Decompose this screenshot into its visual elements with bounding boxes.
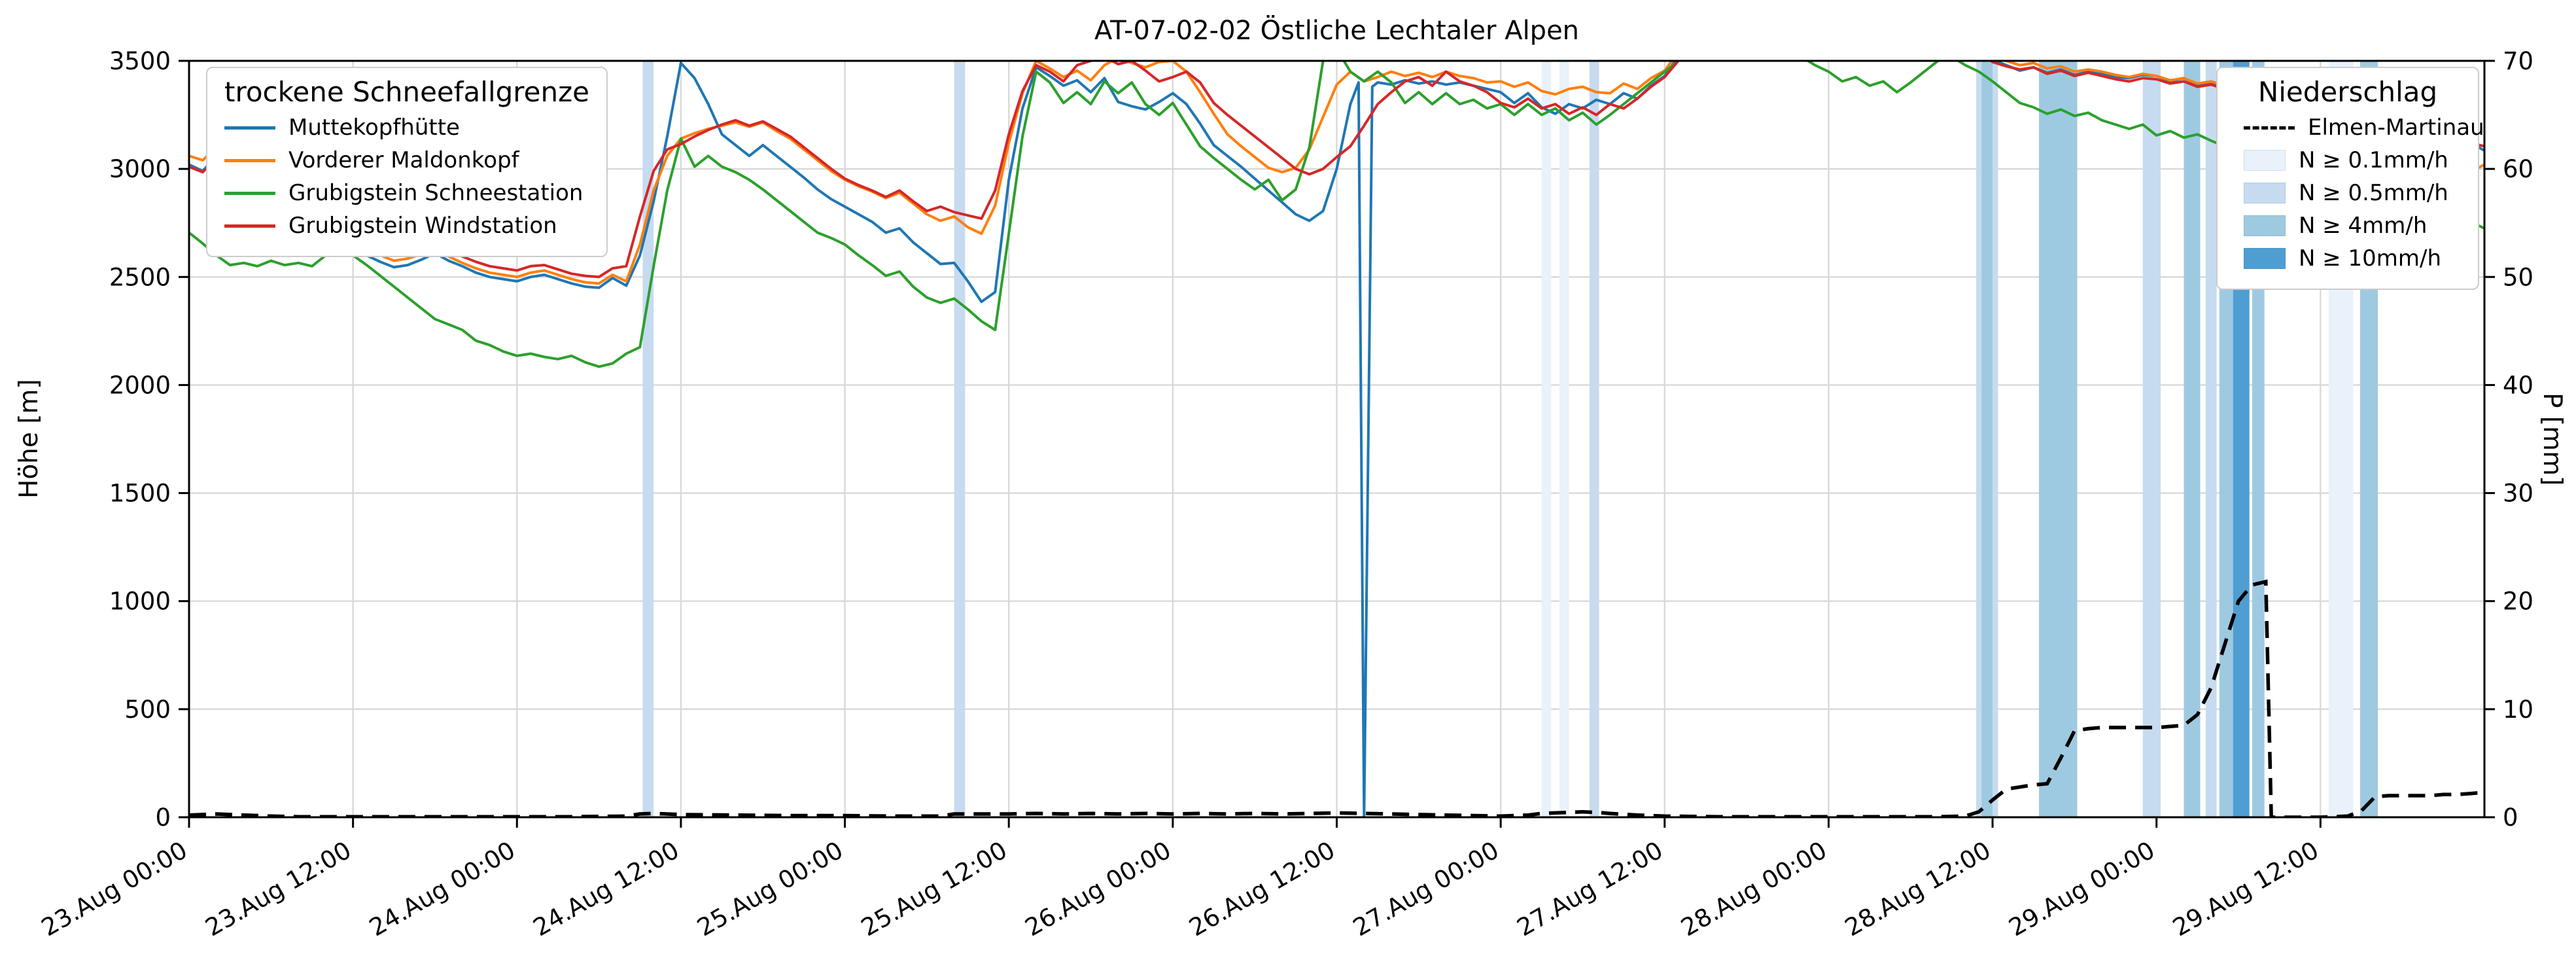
precip-band-level-1 (1559, 61, 1569, 817)
y-left-tick-label: 2000 (109, 371, 171, 399)
x-tick-label: 27.Aug 12:00 (1512, 836, 1668, 942)
y-right-tick-label: 50 (2503, 263, 2533, 291)
x-tick-label: 25.Aug 12:00 (856, 836, 1012, 942)
series-line-grubigstein-schneestation (189, 61, 2484, 368)
series-line-grubigstein-windstation (189, 61, 2484, 279)
x-tick-label: 27.Aug 00:00 (1348, 836, 1504, 942)
line-swatch-icon (224, 158, 275, 162)
y-left-tick-label: 3500 (109, 47, 171, 75)
y-right-tick-label: 10 (2503, 696, 2533, 724)
series-line-vorderer-maldonkopf (189, 61, 2484, 285)
line-swatch-icon (224, 224, 275, 228)
line-swatch-icon (224, 126, 275, 130)
precip-band-level-2 (2205, 61, 2217, 817)
band-swatch-icon (2244, 150, 2286, 171)
legend-item-vorderer-maldonkopf: Vorderer Maldonkopf (224, 147, 589, 173)
legend-item-muttekopfhuette: Muttekopfhütte (224, 115, 589, 141)
precip-band-level-2 (1589, 61, 1599, 817)
y-left-tick-label: 3000 (109, 155, 171, 183)
legend-item-label: N ≥ 4mm/h (2299, 213, 2428, 239)
y-right-tick-label: 0 (2503, 803, 2518, 832)
y-left-tick-label: 1500 (109, 480, 171, 508)
y-right-tick-label: 30 (2503, 480, 2533, 508)
x-tick-label: 28.Aug 12:00 (1840, 836, 1996, 942)
legend-item-label: Elmen-Martinau (2308, 115, 2484, 141)
legend-item-label: N ≥ 0.5mm/h (2299, 180, 2448, 206)
x-tick-label: 29.Aug 00:00 (2004, 836, 2160, 942)
legend-item-label: Grubigstein Schneestation (288, 180, 583, 206)
legend-item-label: N ≥ 0.1mm/h (2299, 147, 2448, 173)
x-tick-label: 24.Aug 12:00 (529, 836, 684, 942)
precip-band-level-2 (642, 61, 654, 817)
precip-band-level-2 (954, 61, 966, 817)
legend-item-grubigstein-schneestation: Grubigstein Schneestation (224, 180, 589, 206)
precip-band-level-2 (2142, 61, 2161, 817)
legend-item-label: Muttekopfhütte (288, 115, 460, 141)
legend-item-label: Vorderer Maldonkopf (288, 147, 519, 173)
x-tick-label: 23.Aug 00:00 (37, 836, 192, 942)
chart-title: AT-07-02-02 Östliche Lechtaler Alpen (1094, 16, 1580, 46)
legend-item-band-level-3: N ≥ 4mm/h (2244, 213, 2461, 239)
y-right-tick-label: 70 (2503, 47, 2533, 75)
band-swatch-icon (2244, 183, 2286, 203)
precip-band-level-3 (2184, 61, 2201, 817)
legend-precip: Niederschlag Elmen-Martinau N ≥ 0.1mm/h N … (2216, 67, 2484, 290)
legend-precip-items: Elmen-Martinau N ≥ 0.1mm/h N ≥ 0.5mm/h N ≥ … (2235, 115, 2484, 272)
y-left-tick-label: 0 (155, 803, 171, 832)
precip-bands (642, 61, 2378, 817)
x-tick-label: 26.Aug 00:00 (1020, 836, 1176, 942)
y-right-tick-label: 40 (2503, 371, 2533, 399)
x-tick-label: 29.Aug 12:00 (2168, 836, 2324, 942)
legend-snowline-title: trockene Schneefallgrenze (224, 76, 589, 108)
legend-item-label: N ≥ 10mm/h (2299, 245, 2442, 272)
y-axis-label-right: P [mm] (2537, 392, 2567, 486)
band-swatch-icon (2244, 248, 2286, 269)
precip-band-level-3 (2039, 61, 2078, 817)
line-swatch-icon (224, 191, 275, 195)
y-left-tick-label: 2500 (109, 263, 171, 291)
precip-sum-line (189, 579, 2484, 817)
x-tick-label: 28.Aug 00:00 (1676, 836, 1832, 942)
y-right-tick-label: 20 (2503, 588, 2533, 616)
x-tick-label: 25.Aug 00:00 (693, 836, 848, 942)
legend-item-band-level-4: N ≥ 10mm/h (2244, 245, 2461, 272)
legend-snowline-items: Muttekopfhütte Vorderer Maldonkopf Grubigs… (224, 115, 589, 239)
legend-item-grubigstein-windstation: Grubigstein Windstation (224, 213, 589, 239)
series-lines (189, 61, 2484, 817)
x-tick-label: 24.Aug 00:00 (364, 836, 520, 942)
dashed-line-swatch-icon (2244, 126, 2295, 130)
band-swatch-icon (2244, 215, 2286, 236)
y-left-tick-label: 1000 (109, 588, 171, 616)
y-left-tick-label: 500 (124, 696, 171, 724)
legend-item-elmen-martinau: Elmen-Martinau (2244, 115, 2484, 141)
precip-band-level-1 (1541, 61, 1552, 817)
precip-band-level-3 (1981, 61, 1993, 817)
x-tick-label: 26.Aug 12:00 (1184, 836, 1340, 942)
x-tick-label: 23.Aug 12:00 (201, 836, 357, 942)
legend-precip-title: Niederschlag (2257, 76, 2438, 108)
y-right-tick-label: 60 (2503, 155, 2533, 183)
legend-item-label: Grubigstein Windstation (288, 213, 557, 239)
legend-item-band-level-1: N ≥ 0.1mm/h (2244, 147, 2461, 173)
legend-item-band-level-2: N ≥ 0.5mm/h (2244, 180, 2461, 206)
legend-snowline: trockene Schneefallgrenze Muttekopfhütte… (206, 67, 608, 257)
